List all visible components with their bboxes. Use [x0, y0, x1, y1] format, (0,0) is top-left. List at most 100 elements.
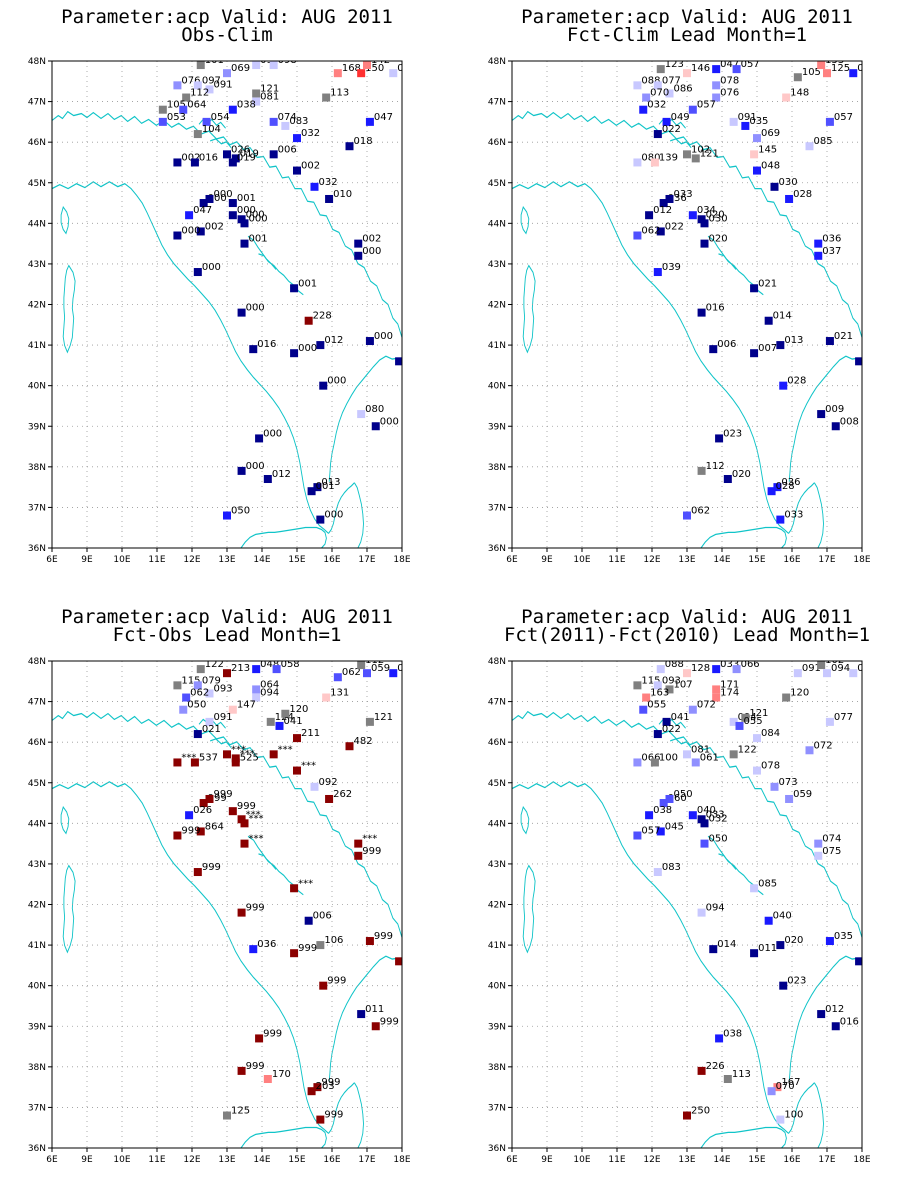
station-marker — [325, 794, 334, 803]
x-tick-label: 13E — [678, 555, 695, 565]
station-value-label: 012 — [272, 469, 291, 480]
station-value-label: 060 — [668, 793, 687, 804]
station-value-label: 226 — [706, 1061, 725, 1072]
station-marker — [750, 884, 759, 893]
station-value-label: 094 — [831, 663, 850, 674]
station-value-label: 123 — [665, 59, 684, 70]
station-marker — [322, 93, 331, 102]
station-marker — [240, 839, 249, 848]
station-value-label: 021 — [758, 278, 777, 289]
station-value-label: 115 — [641, 675, 660, 686]
station-marker — [849, 669, 858, 678]
station-value-label: 038 — [237, 100, 256, 111]
station-marker — [196, 61, 205, 70]
station-marker — [205, 194, 214, 203]
station-value-label: 047 — [374, 112, 393, 123]
station-value-label: *** — [301, 761, 316, 772]
station-marker — [656, 665, 665, 674]
station-marker — [190, 758, 199, 767]
station-value-label: 088 — [641, 75, 660, 86]
station-marker — [304, 916, 313, 925]
station-marker — [825, 337, 834, 346]
station-marker — [266, 717, 275, 726]
station-marker — [642, 93, 651, 102]
station-value-label: 019 — [240, 148, 259, 159]
station-value-label: 084 — [761, 728, 780, 739]
station-value-label: 080 — [641, 152, 660, 163]
station-value-label: 093 — [214, 683, 233, 694]
station-value-label: 999 — [202, 862, 221, 873]
station-marker — [395, 957, 402, 966]
station-value-label: 000 — [374, 331, 393, 342]
x-tick-label: 14E — [253, 555, 270, 565]
station-marker — [240, 819, 249, 828]
station-marker — [237, 1066, 246, 1075]
x-tick-label: 18E — [853, 1155, 870, 1165]
station-marker — [688, 811, 697, 820]
station-marker — [697, 1066, 706, 1075]
station-value-label: 012 — [825, 1004, 844, 1015]
x-tick-label: 13E — [678, 1155, 695, 1165]
station-value-label: 074 — [278, 112, 297, 123]
station-value-label: 002 — [301, 161, 320, 172]
station-value-label: 018 — [354, 136, 373, 147]
station-value-label: 022 — [662, 724, 681, 735]
station-marker — [275, 721, 284, 730]
station-marker — [823, 669, 831, 678]
x-tick-label: 11E — [608, 1155, 625, 1165]
station-value-label: 147 — [237, 700, 256, 711]
station-marker — [228, 807, 237, 816]
station-marker — [252, 665, 261, 674]
station-marker — [249, 945, 258, 954]
y-tick-label: 40N — [488, 382, 506, 392]
station-marker — [240, 219, 249, 228]
station-value-label: 250 — [691, 1106, 710, 1117]
station-marker — [729, 750, 738, 759]
station-value-label: 145 — [758, 144, 777, 155]
station-value-label: 098 — [278, 55, 297, 66]
station-value-label: 083 — [662, 862, 681, 873]
station-marker — [767, 487, 776, 496]
station-marker — [753, 134, 761, 143]
station-marker — [173, 158, 182, 167]
station-value-label: 228 — [313, 311, 332, 322]
station-value-label: 211 — [301, 728, 320, 739]
station-value-label: 020 — [732, 469, 751, 480]
station-marker — [322, 693, 331, 702]
station-marker — [199, 199, 208, 208]
station-marker — [639, 705, 648, 714]
station-value-label: 102 — [691, 144, 710, 155]
station-marker — [255, 1034, 264, 1043]
station-value-label: 062 — [342, 667, 361, 678]
station-value-label: 000 — [263, 428, 282, 439]
station-marker — [316, 515, 325, 524]
station-value-label: 086 — [674, 83, 693, 94]
station-marker — [732, 665, 741, 674]
station-marker — [814, 251, 823, 260]
station-marker — [307, 487, 316, 496]
station-value-label: 076 — [181, 75, 200, 86]
x-tick-label: 10E — [573, 555, 590, 565]
station-marker — [688, 705, 697, 714]
station-marker — [659, 799, 668, 808]
station-value-label: 999 — [208, 793, 227, 804]
station-value-label: 100 — [659, 752, 678, 763]
station-value-label: 016 — [257, 339, 276, 350]
station-marker — [735, 721, 744, 730]
station-marker — [231, 154, 240, 163]
station-value-label: 041 — [284, 716, 303, 727]
station-value-label: *** — [249, 834, 264, 845]
station-value-label: 040 — [697, 805, 716, 816]
station-marker — [817, 61, 826, 70]
station-marker — [199, 799, 208, 808]
x-tick-label: 14E — [253, 1155, 270, 1165]
y-tick-label: 42N — [28, 301, 46, 311]
chart-title: Parameter:acp Valid: AUG 2011 — [521, 6, 853, 28]
station-value-label: *** — [278, 744, 293, 755]
y-tick-label: 36N — [28, 1144, 46, 1154]
x-tick-label: 11E — [608, 555, 625, 565]
station-value-label: 016 — [199, 152, 218, 163]
station-marker — [825, 937, 834, 946]
station-value-label: 088 — [665, 659, 684, 670]
